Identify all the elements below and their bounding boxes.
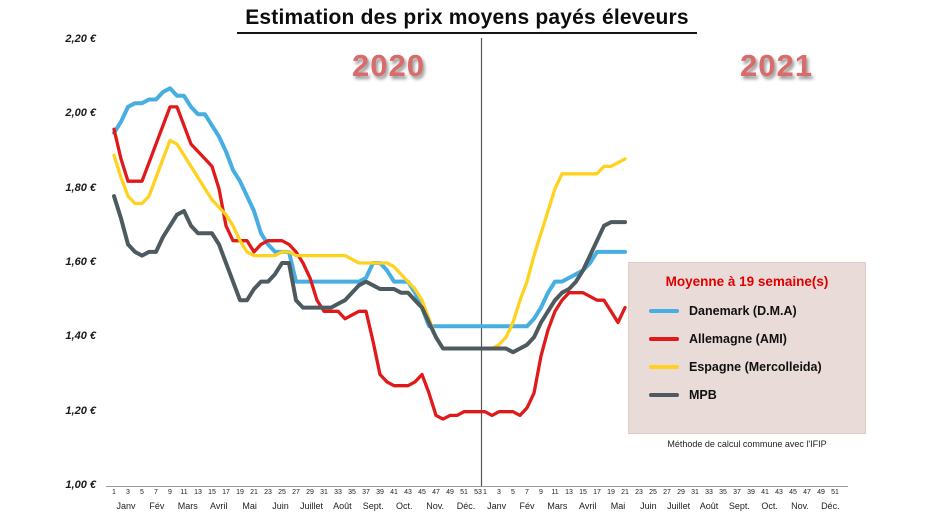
- legend: Moyenne à 19 semaine(s) Danemark (D.M.A)…: [628, 262, 866, 434]
- legend-item-allemagne: Allemagne (AMI): [629, 325, 865, 353]
- legend-label-danemark: Danemark (D.M.A): [689, 304, 797, 318]
- method-note: Méthode de calcul commune avec l'IFIP: [667, 439, 827, 449]
- legend-label-mpb: MPB: [689, 388, 717, 402]
- chart-title: Estimation des prix moyens payés éleveur…: [237, 6, 697, 34]
- legend-label-allemagne: Allemagne (AMI): [689, 332, 787, 346]
- series-line-0: [112, 86, 627, 329]
- legend-item-espagne: Espagne (Mercolleida): [629, 353, 865, 381]
- legend-label-espagne: Espagne (Mercolleida): [689, 360, 822, 374]
- allemagne-line-swatch-icon: [649, 337, 679, 341]
- series-line-1: [112, 105, 627, 421]
- espagne-line-swatch-icon: [649, 365, 679, 369]
- danemark-line-swatch-icon: [649, 309, 679, 313]
- legend-title: Moyenne à 19 semaine(s): [665, 274, 829, 289]
- title-area: Estimation des prix moyens payés éleveur…: [0, 6, 934, 34]
- year-label-2020: 2020: [352, 48, 425, 83]
- year-label-2021: 2021: [740, 48, 813, 83]
- series-line-2: [112, 138, 627, 351]
- mpb-line-swatch-icon: [649, 393, 679, 397]
- legend-item-danemark: Danemark (D.M.A): [629, 297, 865, 325]
- legend-item-mpb: MPB: [629, 381, 865, 409]
- series-line-3: [112, 194, 627, 355]
